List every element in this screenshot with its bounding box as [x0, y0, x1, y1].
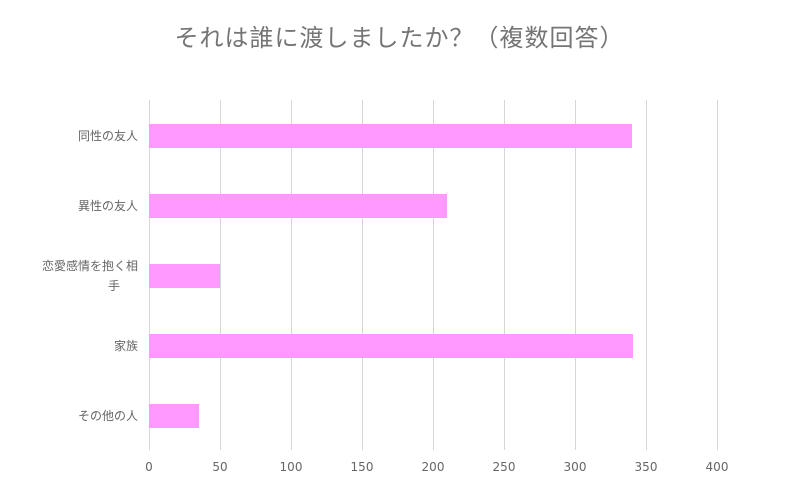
bar	[149, 264, 220, 288]
bar	[149, 404, 199, 428]
category-label: 同性の友人	[77, 129, 138, 143]
bar	[149, 334, 634, 358]
chart-title: それは誰に渡しましたか？（複数回答）	[174, 24, 625, 52]
gridline	[433, 100, 434, 450]
x-tick-label: 150	[350, 460, 374, 474]
gridline	[717, 100, 718, 450]
bar	[149, 124, 632, 148]
plot-area	[149, 100, 718, 450]
x-tick-label: 200	[421, 460, 445, 474]
x-tick-label: 400	[705, 460, 729, 474]
x-tick-label: 350	[634, 460, 658, 474]
gridline	[575, 100, 576, 450]
x-tick-label: 50	[212, 460, 228, 474]
x-tick-label: 0	[145, 460, 153, 474]
gridline	[646, 100, 647, 450]
gridline	[362, 100, 363, 450]
bar	[149, 194, 448, 218]
x-tick-label: 100	[279, 460, 303, 474]
category-label: 異性の友人	[77, 199, 138, 213]
category-label: その他の人	[77, 409, 138, 423]
x-tick-label: 300	[563, 460, 587, 474]
gridline	[504, 100, 505, 450]
x-tick-label: 250	[492, 460, 516, 474]
gridline	[291, 100, 292, 450]
gridline	[220, 100, 221, 450]
category-label: 恋愛感情を抱く相手	[41, 259, 138, 293]
category-label: 家族	[113, 339, 138, 353]
